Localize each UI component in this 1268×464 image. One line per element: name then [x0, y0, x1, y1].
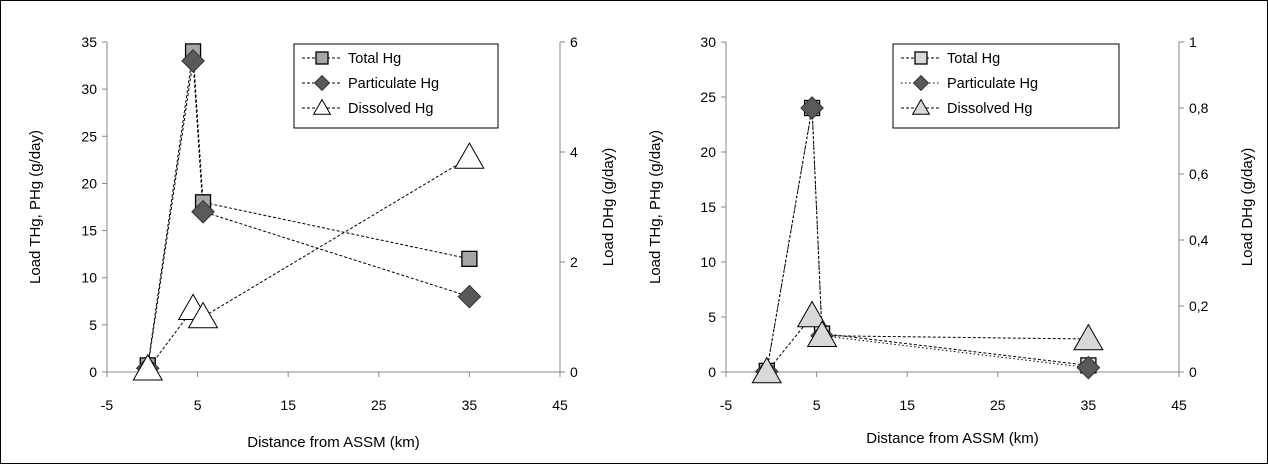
series-line-2: [766, 107, 1089, 372]
x-tick-label: 45: [1171, 397, 1187, 413]
y-tick-label: 5: [89, 317, 97, 333]
legend-marker-square: [315, 51, 329, 65]
legend-marker-diamond: [313, 74, 331, 92]
data-point-triangle: [454, 142, 485, 169]
y-tick-label: 0: [89, 364, 97, 380]
y2-tick-label: 0,8: [1189, 100, 1209, 116]
data-point-triangle: [806, 320, 838, 347]
series-line-3: [766, 314, 1089, 373]
chart-2: 0 5 10 15 20 25 30 0 0,2 0,4 0,6 0,8 1 -5 5 15 25 35 45 Loa…: [647, 34, 1256, 447]
x-tick-label: 5: [813, 397, 821, 413]
y-tick-label: 0: [708, 364, 716, 380]
legend-label: Total Hg: [348, 51, 401, 67]
x-tick-label: 35: [462, 397, 478, 413]
series-line-3: [147, 157, 470, 370]
data-point-triangle: [132, 353, 164, 381]
x-tick-label: -5: [720, 397, 733, 413]
y2-axis-title: Load DHg (g/day): [1239, 148, 1256, 266]
legend: Total Hg Particulate Hg Dissolved Hg: [293, 43, 499, 129]
y-tick-label: 25: [81, 128, 97, 144]
legend-label: Total Hg: [947, 51, 1000, 67]
y-tick-label: 10: [81, 270, 97, 286]
x-tick-label: 15: [280, 397, 296, 413]
legend-box: [892, 43, 1120, 129]
data-point-diamond: [181, 48, 205, 73]
y-tick-label: 10: [700, 254, 716, 270]
series-line-1: [147, 51, 470, 366]
y-tick-label: 30: [81, 81, 97, 97]
data-point-triangle: [187, 301, 219, 329]
data-point-triangle: [751, 356, 783, 384]
legend-label: Dissolved Hg: [947, 101, 1032, 117]
y-tick-label: 15: [700, 199, 716, 215]
y-tick-label: 25: [700, 89, 716, 105]
x-axis-title: Distance from ASSM (km): [247, 434, 420, 451]
legend: Total Hg Particulate Hg Dissolved Hg: [892, 43, 1120, 129]
series-line-2: [147, 60, 470, 369]
y2-tick-label: 0: [1189, 364, 1197, 380]
y2-tick-label: 2: [570, 254, 578, 270]
y2-tick-label: 6: [570, 34, 578, 50]
chart-1: 0 5 10 15 20 25 30 35 0 2 4 6 -5 5 15 25 35 45 Load THg, P…: [27, 34, 617, 451]
x-tick-label: -5: [101, 397, 114, 413]
legend-marker-triangle: [312, 98, 332, 115]
data-point-square: [461, 250, 478, 268]
y2-tick-label: 4: [570, 144, 578, 160]
x-axis-title: Distance from ASSM (km): [866, 430, 1039, 447]
data-point-diamond: [800, 96, 824, 120]
series-line-1: [766, 107, 1089, 371]
data-point-triangle: [1073, 323, 1104, 351]
x-tick-label: 45: [552, 397, 568, 413]
x-tick-label: 25: [990, 397, 1006, 413]
data-point-diamond: [191, 199, 215, 224]
legend-marker-diamond: [912, 74, 930, 92]
data-point-triangle: [796, 300, 828, 328]
y-tick-label: 15: [81, 223, 97, 239]
x-tick-label: 25: [371, 397, 387, 413]
y2-tick-label: 0,4: [1189, 232, 1209, 248]
data-point-diamond: [1076, 355, 1101, 380]
y-axis-title: Load THg, PHg (g/day): [27, 130, 44, 284]
y2-tick-label: 0: [570, 364, 578, 380]
y-tick-label: 20: [700, 144, 716, 160]
y2-tick-label: 1: [1189, 34, 1197, 50]
data-point-diamond: [457, 284, 482, 309]
y-tick-label: 35: [81, 34, 97, 50]
y-tick-label: 30: [700, 34, 716, 50]
x-tick-label: 15: [899, 397, 915, 413]
y-axis-title: Load THg, PHg (g/day): [647, 130, 664, 284]
x-tick-label: 35: [1081, 397, 1097, 413]
legend-marker-square: [914, 51, 928, 65]
legend-label: Particulate Hg: [348, 76, 439, 92]
legend-label: Particulate Hg: [947, 76, 1038, 92]
y2-tick-label: 0,2: [1189, 298, 1209, 314]
legend-marker-triangle: [911, 98, 931, 115]
x-tick-label: 5: [194, 397, 202, 413]
y-tick-label: 20: [81, 175, 97, 191]
y2-axis-title: Load DHg (g/day): [600, 148, 617, 266]
y-tick-label: 5: [708, 309, 716, 325]
legend-label: Dissolved Hg: [348, 101, 433, 117]
y2-tick-label: 0,6: [1189, 166, 1209, 182]
